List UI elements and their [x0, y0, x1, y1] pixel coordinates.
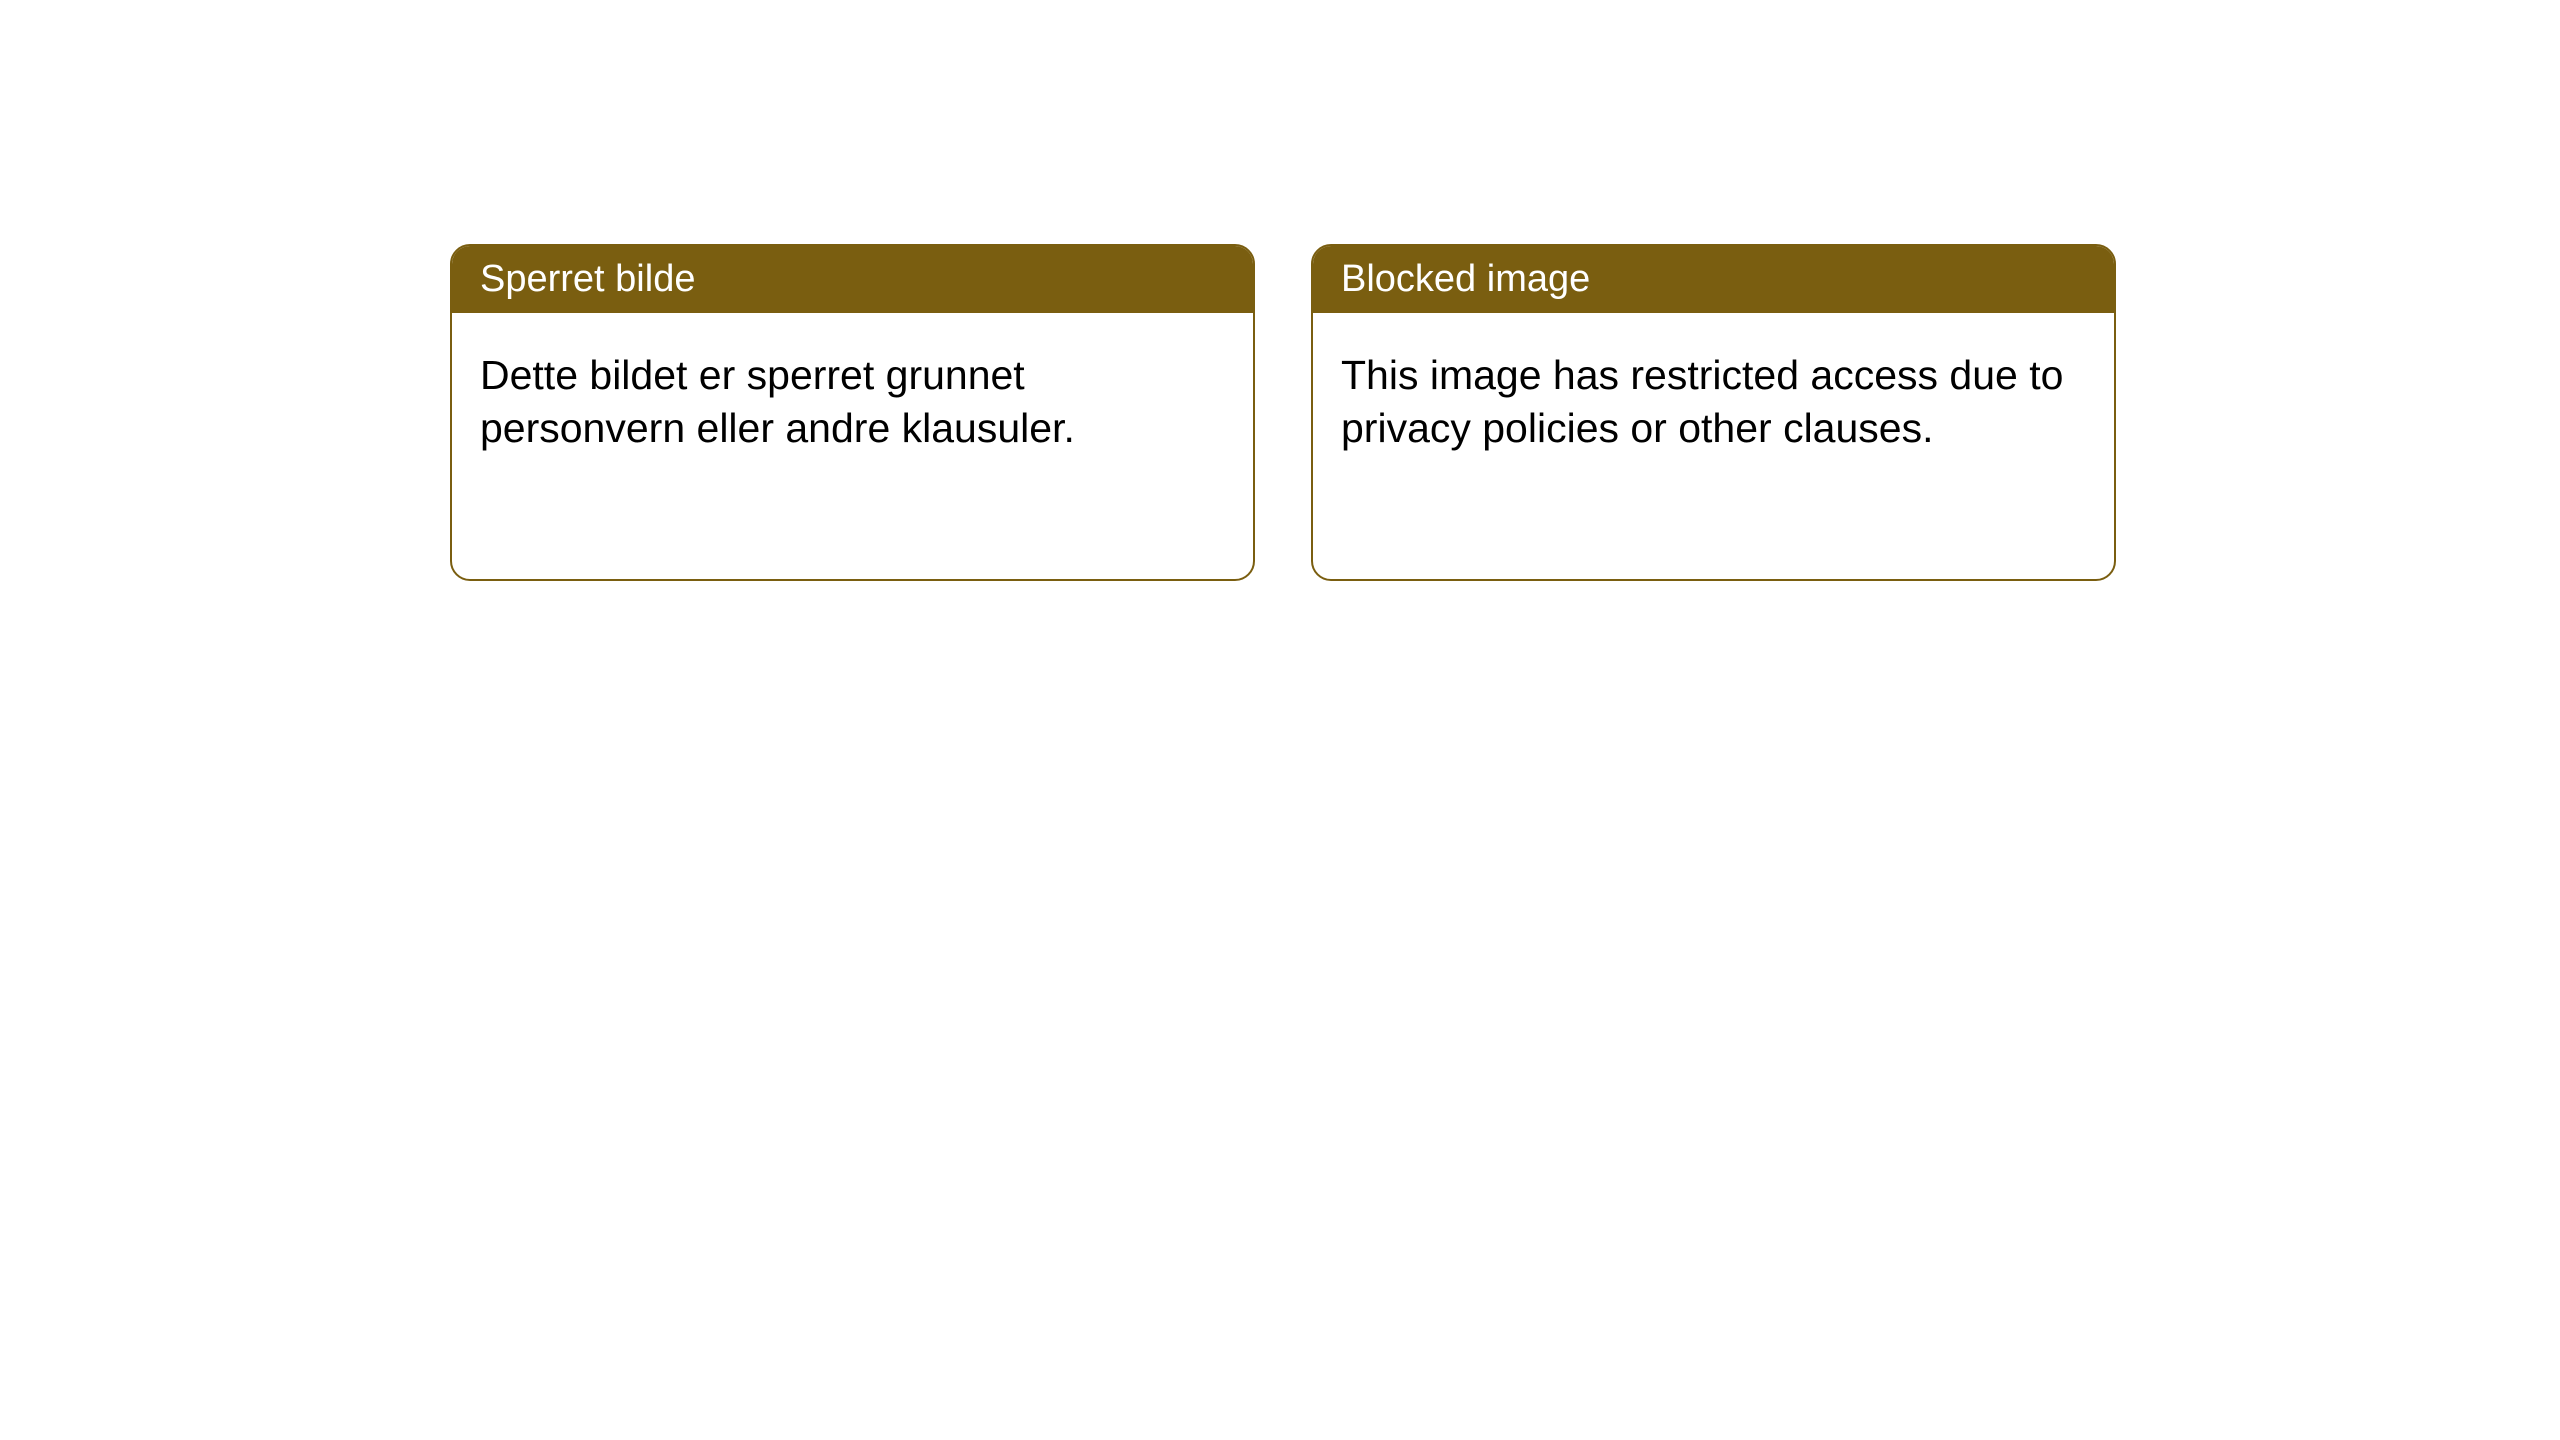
notice-body-en: This image has restricted access due to …: [1313, 313, 2114, 492]
blocked-notice-card-no: Sperret bilde Dette bildet er sperret gr…: [450, 244, 1255, 581]
notice-header-no: Sperret bilde: [452, 246, 1253, 313]
notice-body-no: Dette bildet er sperret grunnet personve…: [452, 313, 1253, 492]
blocked-notice-card-en: Blocked image This image has restricted …: [1311, 244, 2116, 581]
notice-container: Sperret bilde Dette bildet er sperret gr…: [0, 0, 2560, 581]
notice-header-en: Blocked image: [1313, 246, 2114, 313]
